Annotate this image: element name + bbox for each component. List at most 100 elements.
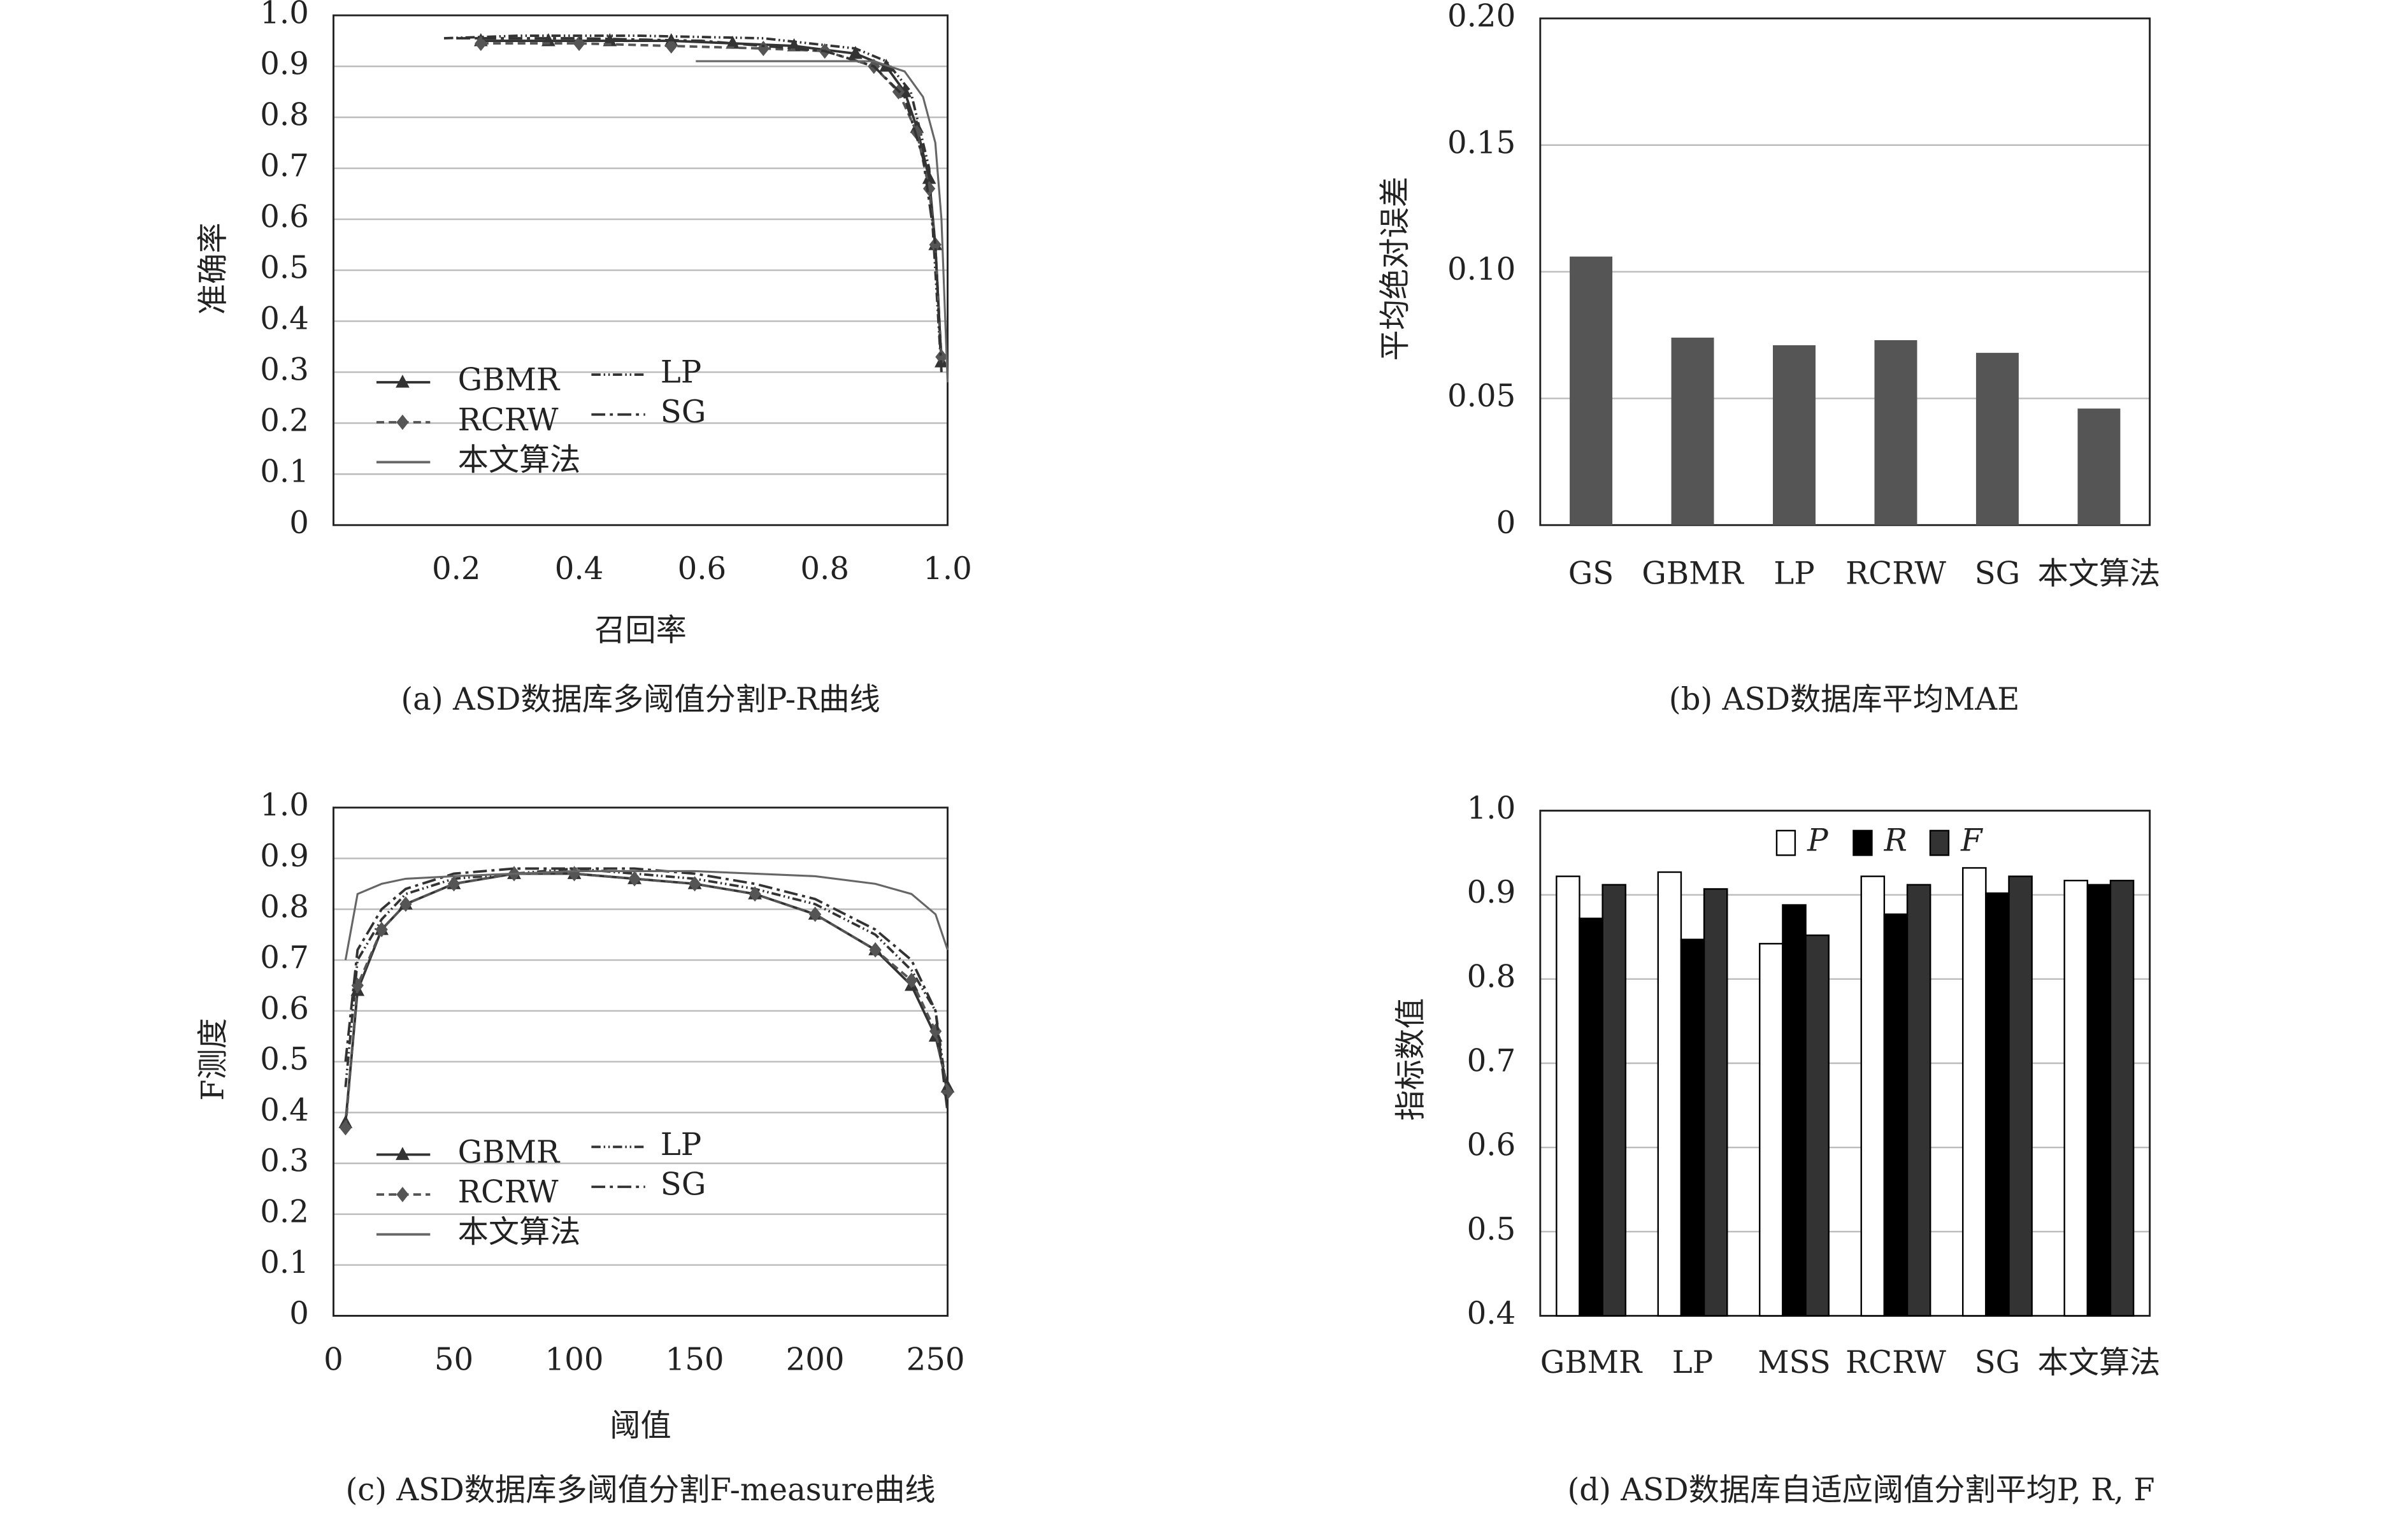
- marker-diamond: [665, 38, 678, 54]
- plot-frame: [333, 14, 949, 526]
- y-tick-label: 0.8: [260, 889, 309, 925]
- bar: [2086, 884, 2112, 1317]
- x-tick-label: 200: [786, 1342, 845, 1377]
- caption: (a) ASD数据库多阈值分割P-R曲线: [401, 682, 880, 717]
- y-tick-label: 0.1: [260, 1245, 309, 1280]
- legend-label: SG: [661, 1167, 706, 1203]
- legend-swatch: [1775, 829, 1796, 856]
- bar: [1975, 352, 2019, 526]
- legend-label: P: [1807, 823, 1829, 859]
- y-tick-label: 1.0: [260, 0, 309, 31]
- y-tick-label: 0.4: [260, 301, 309, 337]
- legend-label: 本文算法: [458, 1214, 581, 1250]
- series-line: [344, 867, 949, 1113]
- marker-diamond: [905, 972, 918, 988]
- bar: [1602, 884, 1626, 1317]
- y-axis-label: 指标数值: [1393, 998, 1428, 1121]
- legend-label: LP: [661, 355, 701, 391]
- series-line: [344, 867, 949, 1098]
- x-tick-label: 50: [434, 1342, 473, 1377]
- y-tick-label: 0.5: [1467, 1212, 1516, 1247]
- plot-frame: [1539, 17, 2151, 526]
- plot-frame: [333, 807, 949, 1317]
- legend-label: RCRW: [458, 402, 559, 438]
- x-tick-label: GBMR: [1642, 556, 1744, 591]
- marker-triangle: [396, 1147, 410, 1160]
- series-line: [344, 872, 949, 1123]
- caption: (c) ASD数据库多阈值分割F-measure曲线: [345, 1472, 935, 1508]
- marker-triangle: [726, 36, 740, 49]
- bar: [1985, 892, 2010, 1317]
- plot-frame: [1539, 810, 2151, 1317]
- y-tick-label: 0: [289, 505, 309, 541]
- x-tick-label: GS: [1568, 556, 1614, 591]
- x-axis-label: 阈值: [610, 1408, 671, 1444]
- marker-diamond: [339, 1120, 352, 1136]
- bar: [1657, 871, 1682, 1317]
- y-tick-label: 0.9: [260, 838, 309, 874]
- x-tick-label: SG: [1975, 1345, 2021, 1380]
- y-tick-label: 0.7: [1467, 1043, 1516, 1079]
- y-tick-label: 1.0: [1467, 791, 1516, 826]
- legend-swatch: [1929, 829, 1950, 856]
- marker-diamond: [399, 896, 412, 912]
- bar: [1556, 875, 1580, 1317]
- y-tick-label: 0.3: [260, 1144, 309, 1179]
- y-tick-label: 0.15: [1447, 125, 1516, 161]
- x-tick-label: 本文算法: [2038, 1345, 2161, 1380]
- marker-diamond: [447, 876, 461, 892]
- y-tick-label: 0.6: [260, 199, 309, 235]
- y-tick-label: 1.0: [260, 787, 309, 823]
- series-line: [443, 34, 943, 373]
- y-tick-label: 0.6: [260, 991, 309, 1026]
- x-tick-label: LP: [1774, 556, 1814, 591]
- bar: [1772, 345, 1816, 526]
- y-tick-label: 0.7: [260, 940, 309, 976]
- y-tick-label: 0.2: [260, 1194, 309, 1230]
- y-tick-label: 0.10: [1447, 252, 1516, 287]
- x-tick-label: LP: [1672, 1345, 1713, 1380]
- y-tick-label: 0.5: [260, 1042, 309, 1077]
- y-tick-label: 0.8: [1467, 959, 1516, 994]
- legend-label: 本文算法: [458, 442, 581, 478]
- legend-label: F: [1960, 823, 1983, 859]
- marker-diamond: [757, 41, 770, 57]
- bar: [1579, 917, 1603, 1317]
- bar: [2109, 880, 2135, 1317]
- x-tick-label: 0.2: [432, 551, 481, 587]
- y-tick-label: 0: [289, 1296, 309, 1331]
- series-line: [344, 872, 949, 1128]
- legend-label: GBMR: [458, 362, 561, 398]
- bar: [1805, 934, 1830, 1317]
- y-tick-label: 0.1: [260, 454, 309, 490]
- y-axis-label: 平均绝对误差: [1377, 176, 1413, 361]
- marker-diamond: [749, 886, 761, 902]
- y-tick-label: 0.3: [260, 352, 309, 388]
- x-tick-label: 0.6: [678, 551, 727, 587]
- series-line: [344, 870, 949, 961]
- x-tick-label: RCRW: [1845, 1345, 1946, 1380]
- x-tick-label: 0.4: [555, 551, 604, 587]
- x-tick-label: 100: [545, 1342, 604, 1377]
- bar: [1782, 904, 1807, 1317]
- marker-diamond: [929, 237, 942, 253]
- y-tick-label: 0.4: [1467, 1296, 1516, 1331]
- bar: [1680, 938, 1705, 1317]
- bar: [1874, 340, 1917, 526]
- y-tick-label: 0.4: [260, 1093, 309, 1128]
- marker-diamond: [808, 907, 822, 922]
- bar: [1961, 867, 1987, 1317]
- bar: [1671, 337, 1714, 526]
- bar: [1883, 913, 1909, 1317]
- y-tick-label: 0.05: [1447, 378, 1516, 414]
- x-tick-label: 1.0: [923, 551, 972, 587]
- bar: [1906, 884, 1931, 1317]
- x-tick-label: 250: [907, 1342, 965, 1377]
- marker-triangle: [849, 46, 863, 59]
- marker-diamond: [351, 977, 364, 993]
- bar: [2008, 875, 2033, 1317]
- y-axis-label: 准确率: [195, 222, 231, 315]
- x-tick-label: 0: [324, 1342, 343, 1377]
